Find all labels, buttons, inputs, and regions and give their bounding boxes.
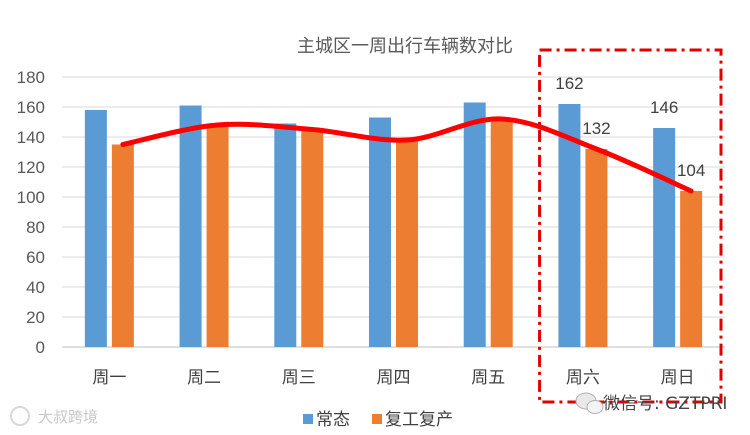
bar-normal — [653, 128, 676, 347]
x-category-label: 周一 — [92, 368, 126, 388]
y-tick-label: 100 — [17, 188, 45, 207]
bar-normal — [274, 123, 297, 347]
y-axis-ticks: 0 20 40 60 80 100 120 140 160 180 — [17, 68, 45, 357]
bar-resumed — [301, 129, 324, 347]
bar-resumed — [206, 125, 229, 347]
watermark-logo-icon — [10, 406, 30, 426]
legend-label: 常态 — [316, 410, 350, 430]
data-label: 104 — [677, 161, 705, 180]
data-label: 132 — [582, 119, 610, 138]
highlight-box — [538, 48, 723, 404]
x-category-label: 周三 — [282, 368, 316, 388]
bar-resumed — [396, 140, 418, 347]
bar-normal — [179, 105, 202, 347]
weekend-highlight — [538, 48, 723, 404]
watermark-right-text: 微信号: GZTPRI — [603, 394, 727, 414]
y-tick-label: 140 — [17, 128, 45, 147]
watermark-left-text: 大叔跨境 — [38, 408, 98, 426]
y-tick-label: 40 — [26, 278, 45, 297]
y-tick-label: 180 — [17, 68, 45, 87]
data-labels: 162 132 146 104 — [555, 74, 705, 180]
bar-resumed — [585, 149, 608, 347]
y-tick-label: 80 — [26, 218, 45, 237]
y-tick-label: 160 — [17, 98, 45, 117]
x-axis-categories: 周一 周二 周三 周四 周五 周六 周日 — [92, 368, 694, 388]
wechat-icon — [575, 392, 604, 414]
watermark-left: 大叔跨境 — [10, 406, 98, 426]
bar-normal — [84, 110, 107, 347]
bar-normal — [369, 117, 391, 347]
y-tick-label: 60 — [26, 248, 45, 267]
bar-resumed — [111, 144, 134, 347]
bar-resumed — [680, 191, 703, 347]
gridlines — [62, 76, 725, 348]
legend: 常态 复工复产 — [303, 410, 453, 430]
x-category-label: 周五 — [471, 368, 505, 388]
bars — [84, 102, 703, 347]
data-label: 146 — [650, 98, 678, 117]
x-category-label: 周六 — [566, 368, 600, 388]
x-category-label: 周四 — [377, 368, 411, 388]
legend-swatch — [372, 414, 382, 424]
watermark-right: 微信号: GZTPRI — [575, 392, 727, 414]
legend-swatch — [303, 414, 313, 424]
y-tick-label: 0 — [36, 338, 45, 357]
chart-title: 主城区一周出行车辆数对比 — [297, 36, 513, 57]
x-category-label: 周日 — [661, 368, 695, 388]
trend-line — [120, 116, 694, 194]
y-tick-label: 20 — [26, 308, 45, 327]
bar-normal — [463, 102, 486, 347]
x-category-label: 周二 — [187, 368, 221, 388]
y-tick-label: 120 — [17, 158, 45, 177]
bar-resumed — [490, 119, 513, 347]
bar-normal — [558, 104, 581, 347]
legend-label: 复工复产 — [385, 410, 453, 430]
trend-line-group — [120, 116, 694, 194]
data-label: 162 — [555, 74, 583, 93]
